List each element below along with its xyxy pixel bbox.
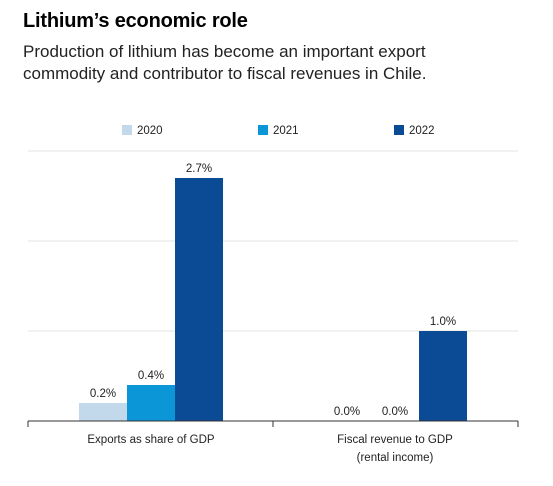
data-label-2022-0: 2.7%: [186, 163, 212, 175]
x-axis: Exports as share of GDP Fiscal revenue to…: [27, 420, 519, 464]
data-label-2021-1: 0.0%: [382, 406, 408, 418]
legend-swatch-2020: [122, 125, 132, 135]
data-label-2022-1: 1.0%: [430, 316, 456, 328]
data-label-2020-0: 0.2%: [90, 388, 116, 400]
data-label-2020-1: 0.0%: [334, 406, 360, 418]
chart-subtitle: Production of lithium has become an impo…: [23, 41, 543, 85]
bar-2021-0: [127, 385, 175, 421]
chart-legend: 2020 2021 2022: [122, 125, 435, 137]
x-tick-label-1-0: Fiscal revenue to GDP: [337, 434, 453, 446]
subtitle-line-2: commodity and contributor to fiscal reve…: [23, 64, 427, 83]
x-tick-label-1-1: (rental income): [357, 452, 434, 464]
subtitle-line-1: Production of lithium has become an impo…: [23, 42, 426, 61]
bar-2020-0: [79, 403, 127, 421]
legend-label-2020: 2020: [137, 125, 163, 137]
x-tick-label-0-0: Exports as share of GDP: [87, 434, 215, 446]
bar-2022-0: [175, 178, 223, 421]
legend-label-2021: 2021: [273, 125, 299, 137]
bar-2022-1: [419, 331, 467, 421]
bars: 0.2% 0.4% 2.7% 0.0% 0.0% 1.0%: [79, 163, 467, 421]
legend-swatch-2021: [258, 125, 268, 135]
chart-title: Lithium’s economic role: [23, 10, 248, 32]
legend-label-2022: 2022: [409, 125, 435, 137]
data-label-2021-0: 0.4%: [138, 370, 164, 382]
legend-swatch-2022: [394, 125, 404, 135]
grid-lines: [28, 150, 518, 332]
